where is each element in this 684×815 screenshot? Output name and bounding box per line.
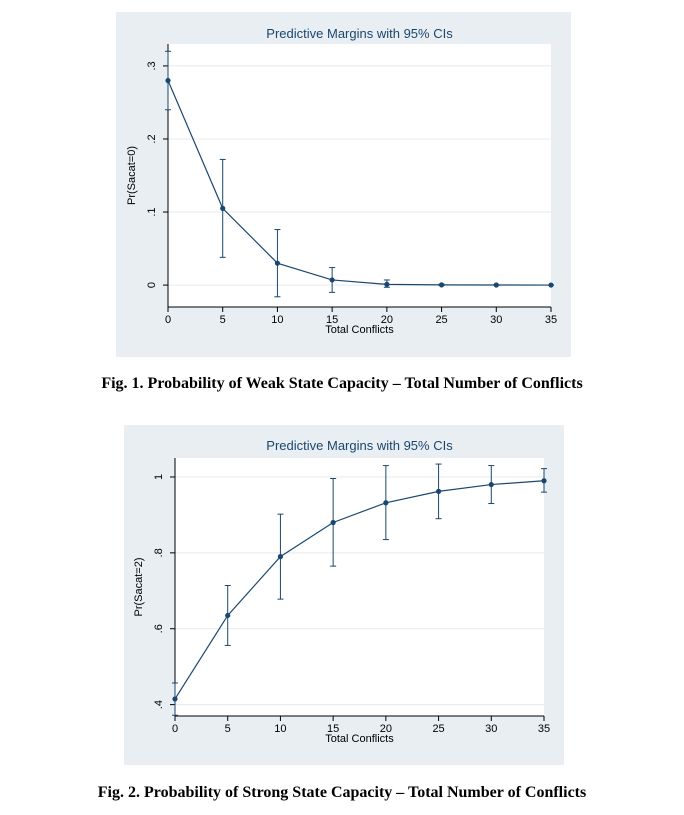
figure-2-caption: Fig. 2. Probability of Strong State Capa… [97,784,587,801]
y-tick-label: .4 [153,700,165,709]
data-point [225,612,231,619]
data-point [330,519,336,526]
data-point [277,554,284,560]
data-point [435,488,442,494]
y-tick-label: .6 [153,624,165,633]
chart-title: Predictive Margins with 95% CIs [266,438,453,453]
y-tick-label: .1 [146,207,158,216]
data-point [541,478,547,484]
x-axis-label: Total Conflicts [325,324,394,336]
x-tick-label: 0 [165,314,171,326]
x-tick-label: 15 [326,314,338,326]
series-line [174,480,545,700]
x-tick-label: 15 [327,723,339,735]
x-tick-label: 35 [545,314,557,326]
figure-2-panel: Predictive Margins with 95% CIs .4 .6 .8 1 Pr… [124,425,564,765]
x-tick-label: 30 [490,314,502,326]
data-point [384,281,390,287]
x-axis-label: Total Conflicts [325,733,394,745]
data-point [438,282,445,288]
x-tick-label: 10 [274,723,286,735]
data-point [329,277,335,283]
x-tick-label: 10 [271,314,283,326]
series-line [167,80,552,286]
x-tick-label: 0 [172,723,178,735]
y-axis-label: Pr(Sacat=2) [133,558,145,617]
x-tick-label: 20 [381,314,393,326]
x-tick-label: 5 [225,723,231,735]
x-tick-label: 25 [432,723,444,735]
x-tick-label: 25 [435,314,447,326]
chart-title: Predictive Margins with 95% CIs [266,26,453,41]
y-tick-label: 0 [146,282,158,288]
figure-1-panel: Predictive Margins with 95% CIs 0 .1 .2 .3 Pr… [116,12,571,357]
x-tick-label: 5 [220,314,226,326]
y-tick-label: .2 [146,134,158,143]
strong-capacity-chart: Predictive Margins with 95% CIs .4 .6 .8 1 Pr… [133,438,550,745]
data-point [274,260,281,266]
x-tick-label: 20 [380,723,392,735]
plot-area [175,458,544,716]
y-tick-label: .3 [146,61,158,70]
data-point [493,282,499,288]
data-point [165,77,171,84]
data-point [548,282,554,288]
y-tick-label: 1 [153,474,165,480]
x-tick-label: 35 [538,723,550,735]
figure-1-caption: Fig. 1. Probability of Weak State Capaci… [101,375,583,392]
y-tick-label: .8 [153,548,165,557]
plot-area [168,44,551,307]
weak-capacity-chart: Predictive Margins with 95% CIs 0 .1 .2 .3 Pr… [126,26,557,336]
x-tick-label: 30 [485,723,497,735]
data-point [383,500,389,506]
data-point [488,481,494,488]
y-axis-label: Pr(Sacat=0) [126,146,138,205]
data-point [220,205,226,211]
data-point [172,696,178,702]
